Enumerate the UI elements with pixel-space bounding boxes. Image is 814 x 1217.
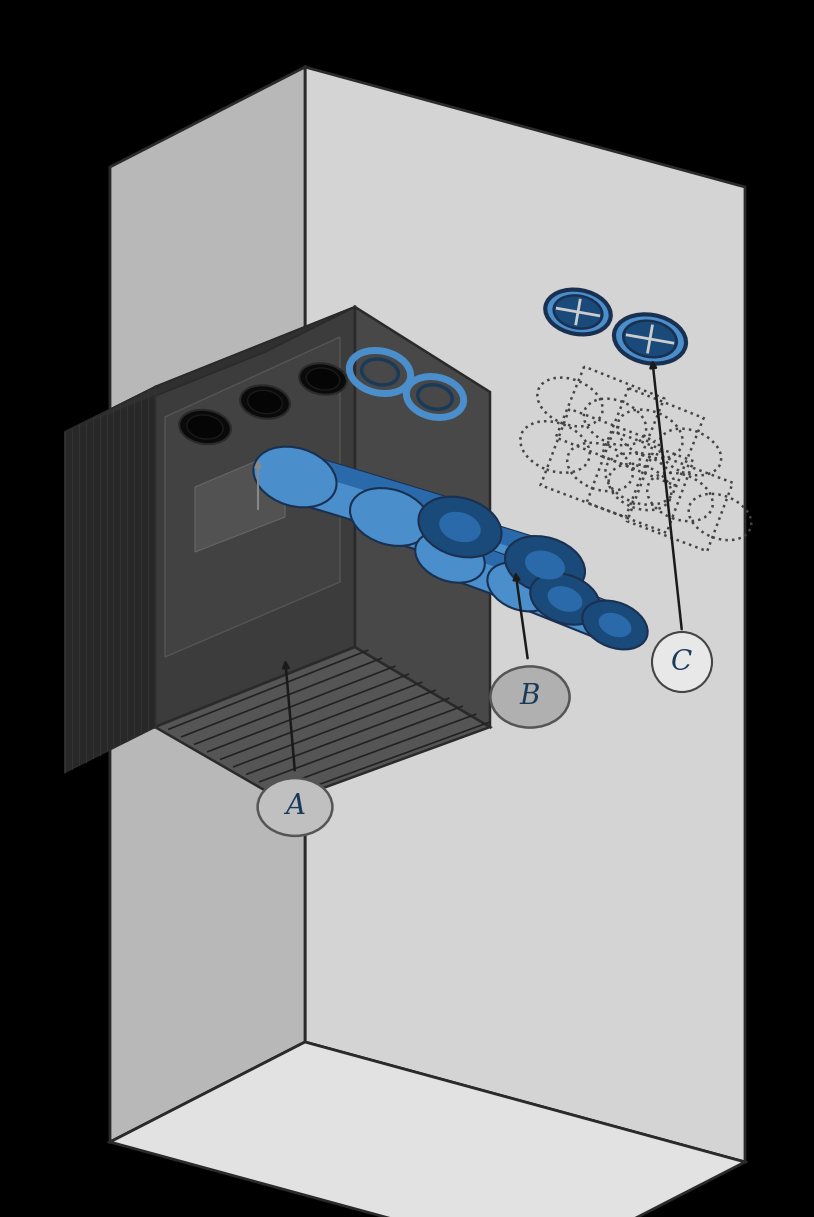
Ellipse shape [247, 391, 282, 414]
Ellipse shape [253, 447, 336, 507]
Ellipse shape [624, 321, 676, 357]
Polygon shape [383, 494, 552, 588]
Ellipse shape [530, 573, 600, 624]
Ellipse shape [548, 587, 582, 612]
Polygon shape [452, 538, 572, 593]
Polygon shape [110, 67, 305, 1142]
Ellipse shape [488, 562, 553, 611]
Polygon shape [65, 387, 155, 772]
Ellipse shape [582, 601, 648, 650]
Polygon shape [392, 494, 552, 559]
Text: B: B [520, 684, 540, 711]
Ellipse shape [415, 532, 485, 583]
Polygon shape [155, 647, 490, 802]
Polygon shape [297, 454, 467, 520]
Polygon shape [165, 337, 340, 657]
Ellipse shape [306, 368, 339, 389]
Polygon shape [195, 449, 285, 553]
Ellipse shape [350, 488, 430, 546]
Ellipse shape [652, 632, 712, 692]
Polygon shape [355, 307, 490, 727]
Ellipse shape [418, 497, 501, 557]
Polygon shape [155, 307, 355, 727]
Ellipse shape [525, 550, 565, 579]
Ellipse shape [623, 320, 677, 358]
Ellipse shape [240, 386, 290, 419]
Polygon shape [513, 570, 622, 643]
Ellipse shape [299, 364, 347, 394]
Polygon shape [65, 307, 355, 432]
Ellipse shape [490, 667, 570, 728]
Ellipse shape [545, 290, 610, 335]
Ellipse shape [554, 296, 602, 329]
Polygon shape [522, 570, 622, 619]
Text: A: A [285, 793, 305, 820]
Ellipse shape [179, 410, 231, 444]
Polygon shape [288, 454, 467, 550]
Ellipse shape [554, 296, 602, 329]
Ellipse shape [187, 415, 223, 439]
Ellipse shape [614, 314, 686, 364]
Ellipse shape [440, 512, 481, 543]
Ellipse shape [257, 778, 332, 836]
Polygon shape [110, 1042, 745, 1217]
Polygon shape [443, 538, 572, 618]
Ellipse shape [505, 535, 585, 594]
Text: C: C [672, 649, 693, 675]
Polygon shape [305, 67, 745, 1162]
Ellipse shape [598, 613, 632, 638]
